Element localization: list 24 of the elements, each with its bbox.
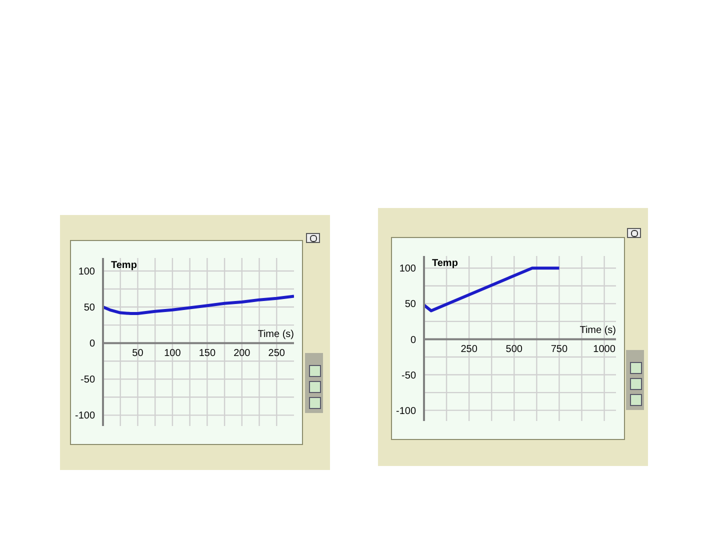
x-tick-label: 250 bbox=[268, 348, 286, 360]
x-tick-label: 250 bbox=[460, 344, 478, 356]
x-axis-title: Time (s) bbox=[580, 325, 616, 336]
x-tick-label: 50 bbox=[132, 348, 144, 360]
y-tick-label: -50 bbox=[402, 370, 416, 382]
y-tick-label: 100 bbox=[78, 266, 96, 278]
x-tick-label: 100 bbox=[164, 348, 182, 360]
x-tick-label: 750 bbox=[550, 344, 568, 356]
y-axis-title: Temp bbox=[432, 258, 458, 269]
x-axis-title: Time (s) bbox=[258, 329, 294, 340]
y-tick-label: 100 bbox=[399, 264, 416, 275]
y-tick-label: -50 bbox=[80, 374, 96, 386]
y-axis-title: Temp bbox=[111, 260, 137, 271]
y-tick-label: 0 bbox=[89, 338, 96, 350]
x-tick-label: 150 bbox=[198, 348, 216, 360]
x-tick-label: 500 bbox=[506, 344, 523, 356]
y-tick-label: 50 bbox=[404, 299, 416, 310]
y-tick-label: -100 bbox=[396, 406, 416, 417]
y-tick-label: 0 bbox=[410, 334, 416, 346]
y-tick-label: -100 bbox=[74, 410, 96, 422]
x-tick-label: 200 bbox=[234, 348, 251, 360]
y-tick-label: 50 bbox=[84, 302, 96, 314]
x-tick-label: 1000 bbox=[593, 344, 616, 356]
line-series bbox=[103, 294, 294, 316]
